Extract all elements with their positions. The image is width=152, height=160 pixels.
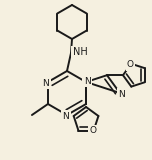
Text: N: N <box>63 112 69 120</box>
Text: O: O <box>127 60 134 69</box>
Text: O: O <box>89 126 96 135</box>
Text: NH: NH <box>73 47 87 57</box>
Text: N: N <box>119 89 125 99</box>
Text: N: N <box>43 79 49 88</box>
Text: N: N <box>84 76 90 85</box>
